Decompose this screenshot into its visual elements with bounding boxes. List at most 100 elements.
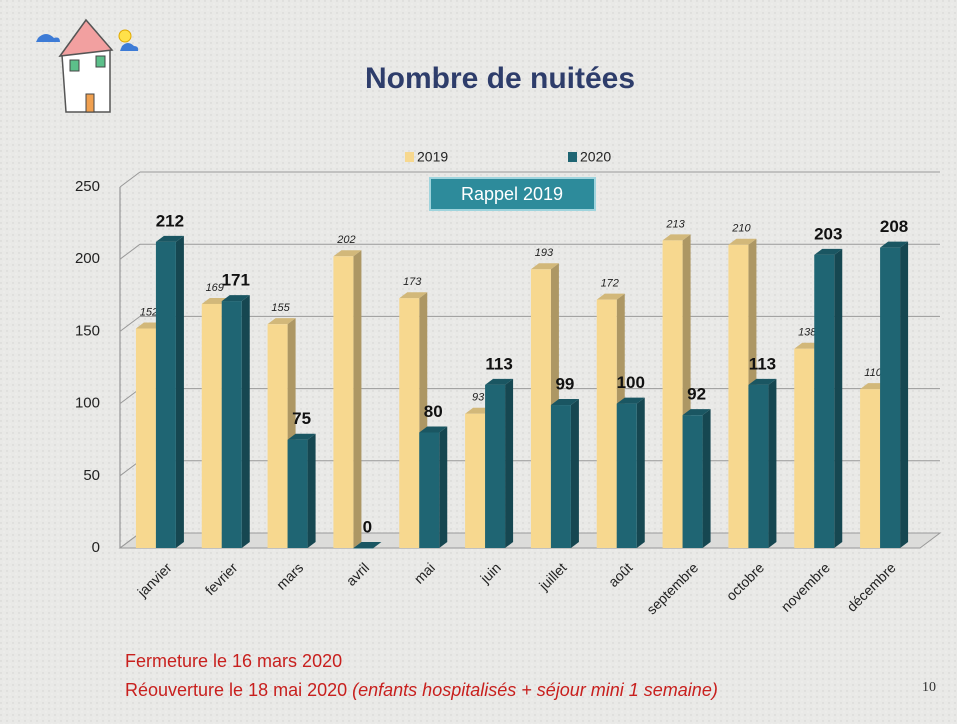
value-label: 155 (271, 302, 290, 314)
bar-side (702, 409, 711, 548)
bar-side (439, 426, 448, 548)
y-tick-label: 150 (75, 322, 100, 339)
y-tick-label: 250 (75, 178, 100, 195)
y-tick-label: 200 (75, 250, 100, 267)
value-label: 99 (555, 375, 574, 394)
bar (814, 254, 835, 549)
note-italic: (enfants hospitalisés + séjour mini 1 se… (352, 680, 718, 700)
bar (287, 439, 308, 548)
page-number: 10 (922, 680, 936, 695)
value-label: 93 (472, 392, 485, 404)
bar-top (399, 292, 428, 299)
bar (155, 241, 176, 548)
value-label: 110 (864, 367, 882, 379)
value-label: 203 (814, 224, 842, 243)
bar-top (814, 248, 843, 255)
bar-side (768, 378, 777, 548)
legend-label: 2020 (580, 149, 611, 165)
bar-top (155, 235, 184, 242)
grid-line (119, 243, 141, 260)
value-label: 193 (535, 247, 554, 259)
bar-top (728, 238, 757, 245)
bar-top (748, 378, 777, 385)
value-label: 213 (665, 218, 685, 230)
legend-label: 2019 (417, 149, 448, 165)
y-tick-label: 50 (83, 467, 100, 484)
bar (728, 244, 749, 548)
bar-top (880, 241, 909, 248)
bar (682, 415, 703, 548)
bar-top (287, 433, 316, 440)
bar-side (175, 235, 184, 548)
bar (419, 432, 440, 548)
grid-line (119, 315, 141, 332)
bar-top (485, 378, 514, 385)
bar-side (241, 295, 250, 548)
bar-top (530, 263, 559, 270)
annotation: Rappel 2019 (461, 184, 563, 204)
bar (485, 384, 506, 548)
bar (353, 548, 374, 549)
bar-top (550, 399, 579, 406)
bar-side (307, 433, 316, 548)
legend-swatch (405, 152, 414, 162)
value-label: 0 (363, 517, 372, 536)
value-label: 75 (292, 409, 311, 428)
bar-side (900, 241, 909, 548)
bar (616, 403, 637, 548)
bar (135, 328, 156, 548)
bar-side (636, 397, 645, 548)
bar-top (267, 318, 296, 325)
bar (399, 298, 420, 548)
bar-side (570, 399, 579, 548)
value-label: 210 (731, 223, 751, 235)
chart-title: Nombre de nuitées (365, 62, 635, 95)
bar-top (596, 293, 625, 300)
y-tick-label: 0 (92, 539, 100, 556)
bar (662, 240, 683, 549)
bar (465, 413, 486, 548)
bar (860, 389, 881, 548)
value-label: 171 (222, 271, 250, 290)
bar (794, 348, 815, 548)
value-label: 113 (749, 354, 776, 373)
value-label: 172 (601, 278, 619, 290)
bar (221, 301, 242, 548)
bar-side (834, 248, 843, 549)
bar-top (682, 409, 711, 416)
note-text: Réouverture le 18 mai 2020 (125, 680, 352, 700)
bar-top (333, 250, 362, 257)
bar (333, 256, 354, 548)
value-label: 80 (424, 402, 443, 421)
bar (880, 247, 901, 548)
y-tick-label: 100 (75, 395, 100, 412)
legend-swatch (568, 152, 577, 162)
value-label: 212 (156, 211, 184, 230)
bar (267, 324, 288, 548)
value-label: 202 (336, 234, 355, 246)
bar (596, 299, 617, 548)
grid-line (119, 171, 141, 188)
bar-side (505, 378, 514, 548)
value-label: 169 (206, 282, 224, 294)
note: Fermeture le 16 mars 2020 (125, 651, 342, 671)
bar (530, 269, 551, 548)
value-label: 138 (798, 327, 817, 339)
bar (550, 405, 571, 548)
value-label: 92 (687, 385, 706, 404)
bar (748, 384, 769, 548)
value-label: 100 (617, 373, 645, 392)
bar (201, 303, 222, 548)
house-icon (36, 18, 139, 113)
annotation-box (429, 177, 596, 211)
value-label: 208 (880, 217, 908, 236)
value-label: 173 (403, 276, 422, 288)
value-label: 113 (485, 354, 512, 373)
bar-top (221, 295, 250, 302)
bar-top (419, 426, 448, 433)
bar-top (353, 542, 382, 548)
note: Réouverture le 18 mai 2020 (enfants hosp… (125, 680, 718, 700)
bar-top (616, 397, 645, 404)
bar-top (662, 234, 691, 241)
